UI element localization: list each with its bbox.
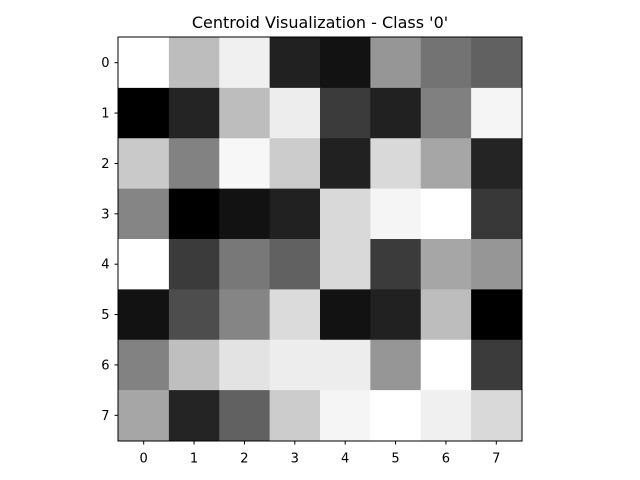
heatmap-cell-r0-c5	[370, 37, 422, 89]
axes-frame	[117, 36, 523, 442]
heatmap-cell-r2-c7	[471, 138, 523, 190]
heatmap-cell-r3-c2	[219, 188, 271, 240]
heatmap-cell-r6-c1	[168, 339, 220, 391]
heatmap-cell-r2-c4	[320, 138, 371, 190]
heatmap-cell-r6-c3	[269, 339, 321, 391]
heatmap-cell-r3-c4	[320, 188, 371, 240]
x-axis: 0 1 2 3 4 5 6 7	[140, 440, 500, 467]
heatmap-cell-r5-c3	[269, 289, 321, 341]
chart-title: Centroid Visualization - Class '0'	[192, 13, 448, 32]
heatmap-cell-r3-c1	[168, 188, 220, 240]
heatmap-cell-r1-c4	[320, 87, 371, 139]
heatmap-cell-r7-c5	[370, 390, 422, 442]
heatmap-cell-r5-c1	[168, 289, 220, 341]
heatmap-cell-r2-c2	[219, 138, 271, 190]
heatmap-cell-r6-c7	[471, 339, 523, 391]
heatmap-cell-r4-c2	[219, 239, 271, 290]
x-tick-label-2: 2	[240, 452, 248, 467]
heatmap-cell-r0-c3	[269, 37, 321, 89]
y-tick-label-6: 6	[101, 358, 109, 373]
x-tick-label-1: 1	[190, 452, 198, 467]
heatmap-cell-r7-c7	[471, 390, 523, 442]
heatmap-cell-r0-c4	[320, 37, 371, 89]
y-tick-label-5: 5	[101, 308, 109, 323]
heatmap-cell-r6-c0	[118, 339, 170, 391]
heatmap-cell-r5-c2	[219, 289, 271, 341]
heatmap-cell-r4-c5	[370, 239, 422, 290]
heatmap-cell-r1-c3	[269, 87, 321, 139]
heatmap-cell-r1-c0	[118, 87, 170, 139]
heatmap-cell-r6-c5	[370, 339, 422, 391]
heatmap-cell-r0-c7	[471, 37, 523, 89]
heatmap-cell-r3-c7	[471, 188, 523, 240]
heatmap-cell-r4-c1	[168, 239, 220, 290]
heatmap-cell-r5-c0	[118, 289, 170, 341]
y-tick-label-7: 7	[101, 409, 109, 424]
heatmap-cell-r6-c4	[320, 339, 371, 391]
heatmap-cell-r0-c6	[420, 37, 472, 89]
y-tick-label-4: 4	[101, 258, 109, 273]
heatmap-cell-r2-c6	[420, 138, 472, 190]
heatmap-cell-r2-c1	[168, 138, 220, 190]
heatmap-cell-r5-c7	[471, 289, 523, 341]
heatmap-cell-r5-c6	[420, 289, 472, 341]
heatmap-cell-r4-c4	[320, 239, 371, 290]
heatmap-cell-r6-c2	[219, 339, 271, 391]
heatmap-cell-r2-c0	[118, 138, 170, 190]
heatmap-cell-r1-c6	[420, 87, 472, 139]
x-tick-label-7: 7	[492, 452, 500, 467]
heatmap-cell-r1-c1	[168, 87, 220, 139]
heatmap-cell-r7-c3	[269, 390, 321, 442]
heatmap-cell-r0-c2	[219, 37, 271, 89]
heatmap-cell-r0-c1	[168, 37, 220, 89]
heatmap-cell-r7-c2	[219, 390, 271, 442]
heatmap-cell-r7-c0	[118, 390, 170, 442]
heatmap-cell-r1-c5	[370, 87, 422, 139]
heatmap-cells	[118, 37, 523, 442]
heatmap-cell-r7-c1	[168, 390, 220, 442]
heatmap-cell-r3-c5	[370, 188, 422, 240]
heatmap-cell-r0-c0	[118, 37, 170, 89]
heatmap-cell-r4-c6	[420, 239, 472, 290]
y-tick-label-0: 0	[101, 56, 109, 71]
heatmap-cell-r4-c3	[269, 239, 321, 290]
y-axis: 0 1 2 3 4 5 6 7	[101, 56, 119, 424]
heatmap-cell-r6-c6	[420, 339, 472, 391]
heatmap-cell-r5-c4	[320, 289, 371, 341]
x-tick-label-4: 4	[341, 452, 349, 467]
heatmap-cell-r4-c0	[118, 239, 170, 290]
x-tick-label-6: 6	[442, 452, 450, 467]
heatmap-cell-r3-c3	[269, 188, 321, 240]
heatmap-cell-r2-c5	[370, 138, 422, 190]
heatmap-cell-r5-c5	[370, 289, 422, 341]
y-tick-label-2: 2	[101, 157, 109, 172]
heatmap-cell-r3-c0	[118, 188, 170, 240]
x-tick-label-0: 0	[140, 452, 148, 467]
heatmap-cell-r1-c2	[219, 87, 271, 139]
heatmap-cell-r2-c3	[269, 138, 321, 190]
x-tick-label-3: 3	[291, 452, 299, 467]
heatmap-cell-r4-c7	[471, 239, 523, 290]
y-tick-label-1: 1	[101, 107, 109, 122]
y-tick-label-3: 3	[101, 207, 109, 222]
heatmap-cell-r1-c7	[471, 87, 523, 139]
heatmap-cell-r7-c4	[320, 390, 371, 442]
heatmap-cell-r3-c6	[420, 188, 472, 240]
heatmap-cell-r7-c6	[420, 390, 472, 442]
x-tick-label-5: 5	[391, 452, 399, 467]
